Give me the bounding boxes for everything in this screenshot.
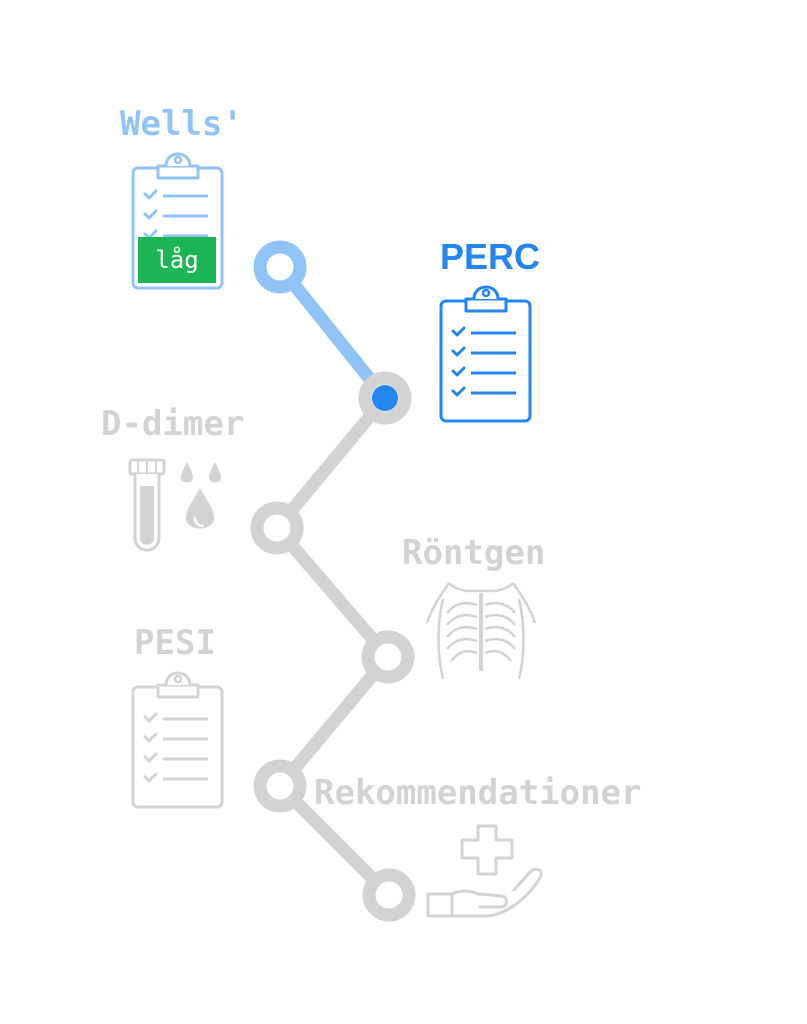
hand-medical-cross-icon <box>426 824 543 918</box>
step-label-rekommendationer[interactable]: Rekommendationer <box>314 773 642 813</box>
connector-ddimer-rontgen <box>270 521 395 664</box>
wells-result-badge: låg <box>138 237 216 283</box>
step-node-wells[interactable] <box>253 240 307 294</box>
step-node-perc[interactable] <box>358 371 412 425</box>
test-tube-blood-drops-icon <box>128 458 221 552</box>
connector-wells-perc <box>273 260 392 405</box>
step-label-wells[interactable]: Wells' <box>120 104 243 144</box>
step-node-rekommendationer[interactable] <box>362 868 416 922</box>
step-node-rontgen[interactable] <box>361 630 415 684</box>
wells-result-text: låg <box>155 246 199 274</box>
step-node-pesi[interactable] <box>253 759 307 813</box>
connector-perc-ddimer <box>270 391 392 535</box>
current-step-indicator <box>372 385 398 411</box>
step-label-rontgen[interactable]: Röntgen <box>402 533 546 573</box>
clipboard-checklist-icon <box>439 285 532 423</box>
step-label-perc[interactable]: PERC <box>440 236 541 277</box>
step-label-ddimer[interactable]: D-dimer <box>101 404 245 444</box>
connector-rontgen-pesi <box>273 650 395 793</box>
chest-xray-icon <box>425 582 537 680</box>
step-node-ddimer[interactable] <box>250 501 304 555</box>
clipboard-checklist-icon <box>131 671 224 809</box>
step-label-pesi[interactable]: PESI <box>134 623 216 663</box>
